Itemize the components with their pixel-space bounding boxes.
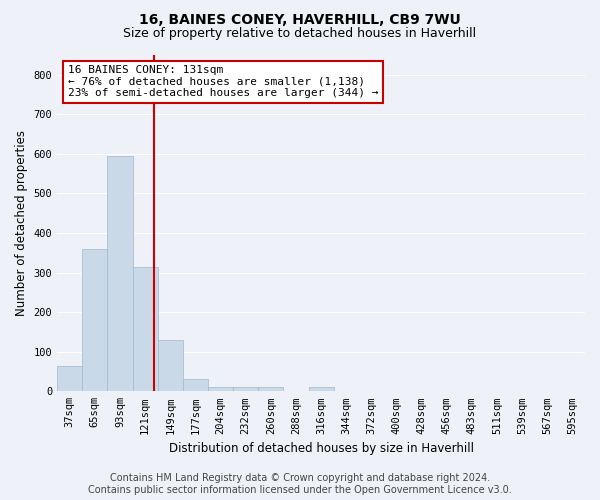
Bar [183, 380, 208, 392]
Text: Size of property relative to detached houses in Haverhill: Size of property relative to detached ho… [124, 28, 476, 40]
X-axis label: Distribution of detached houses by size in Haverhill: Distribution of detached houses by size … [169, 442, 473, 455]
Bar [57, 366, 82, 392]
Bar [208, 388, 233, 392]
Bar [158, 340, 183, 392]
Text: Contains HM Land Registry data © Crown copyright and database right 2024.
Contai: Contains HM Land Registry data © Crown c… [88, 474, 512, 495]
Bar [308, 388, 334, 392]
Bar [107, 156, 133, 392]
Y-axis label: Number of detached properties: Number of detached properties [15, 130, 28, 316]
Text: 16, BAINES CONEY, HAVERHILL, CB9 7WU: 16, BAINES CONEY, HAVERHILL, CB9 7WU [139, 12, 461, 26]
Bar [82, 249, 107, 392]
Bar [233, 388, 258, 392]
Text: 16 BAINES CONEY: 131sqm
← 76% of detached houses are smaller (1,138)
23% of semi: 16 BAINES CONEY: 131sqm ← 76% of detache… [68, 65, 378, 98]
Bar [133, 266, 158, 392]
Bar [258, 388, 283, 392]
